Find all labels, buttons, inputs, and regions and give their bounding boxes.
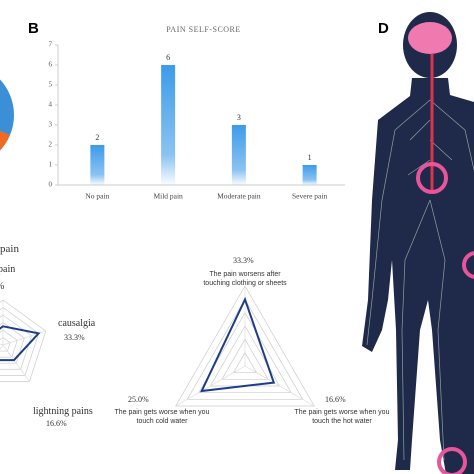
- pie-fragment: [0, 79, 14, 151]
- value-label: 33.3%: [64, 333, 85, 342]
- category-label: The pain worsens after touching clothing…: [203, 271, 287, 287]
- value-label: 6: [166, 53, 170, 62]
- bar: [302, 165, 317, 185]
- value-label: 16.6%: [46, 419, 67, 428]
- highlight-circle: [462, 251, 474, 279]
- y-tick-label: 6: [49, 61, 53, 69]
- x-tick-label: No pain: [85, 192, 109, 201]
- value-label: 1: [308, 153, 312, 162]
- category-label: causalgia: [58, 318, 96, 329]
- x-tick-label: Mild pain: [153, 192, 183, 201]
- radar-spoke: [2, 344, 30, 382]
- radar-grid: [198, 311, 292, 394]
- value-label: 2: [95, 133, 99, 142]
- annotation: %: [0, 281, 4, 292]
- radar-grid: [232, 351, 258, 374]
- annotation: pain: [0, 243, 19, 255]
- y-tick-label: 3: [49, 121, 53, 129]
- radar-spoke: [244, 365, 315, 407]
- y-tick-label: 2: [49, 141, 53, 149]
- radar-grid: [186, 298, 304, 400]
- radar-grid: [221, 338, 269, 380]
- category-label: lightning pains: [33, 406, 93, 417]
- y-tick-label: 5: [49, 81, 53, 89]
- radar-area: [200, 296, 276, 393]
- value-label: 25.0%: [128, 395, 149, 404]
- category-label: The pain gets worse when you touch cold …: [114, 409, 210, 425]
- chart-title: PAIN SELF-SCORE: [166, 25, 241, 34]
- body-illustration: [362, 12, 474, 474]
- radar-grid: [0, 307, 40, 376]
- x-tick-label: Moderate pain: [217, 192, 261, 201]
- panel-label: D: [378, 20, 389, 37]
- highlight-circle: [437, 447, 467, 474]
- bar: [90, 145, 105, 185]
- value-label: 3: [237, 113, 241, 122]
- y-tick-label: 7: [49, 41, 53, 49]
- panel-label: B: [28, 20, 39, 37]
- radar-grid: [0, 314, 32, 370]
- value-label: 16.6%: [325, 395, 346, 404]
- pie-disc: [0, 79, 14, 151]
- x-tick-label: Severe pain: [292, 192, 327, 201]
- radar-grid: [0, 337, 11, 352]
- pie-wedge: [0, 130, 10, 151]
- y-tick-label: 1: [49, 161, 53, 169]
- nerves: [366, 99, 474, 461]
- bar: [231, 125, 246, 185]
- radar-grid: [0, 322, 25, 364]
- category-label: The pain gets worse when you touch the h…: [294, 409, 390, 425]
- brain: [408, 22, 452, 54]
- y-tick-label: 0: [49, 181, 53, 189]
- radar-grid: [0, 299, 47, 382]
- bar: [161, 65, 176, 185]
- value-label: 33.3%: [233, 256, 254, 265]
- radar-area: [0, 325, 41, 362]
- category-label: pain: [0, 264, 16, 275]
- highlight-circle: [416, 162, 448, 194]
- radar-grid: [0, 329, 18, 358]
- radar-spoke: [175, 365, 246, 407]
- radar-grid: [175, 285, 315, 407]
- y-tick-label: 4: [49, 101, 53, 109]
